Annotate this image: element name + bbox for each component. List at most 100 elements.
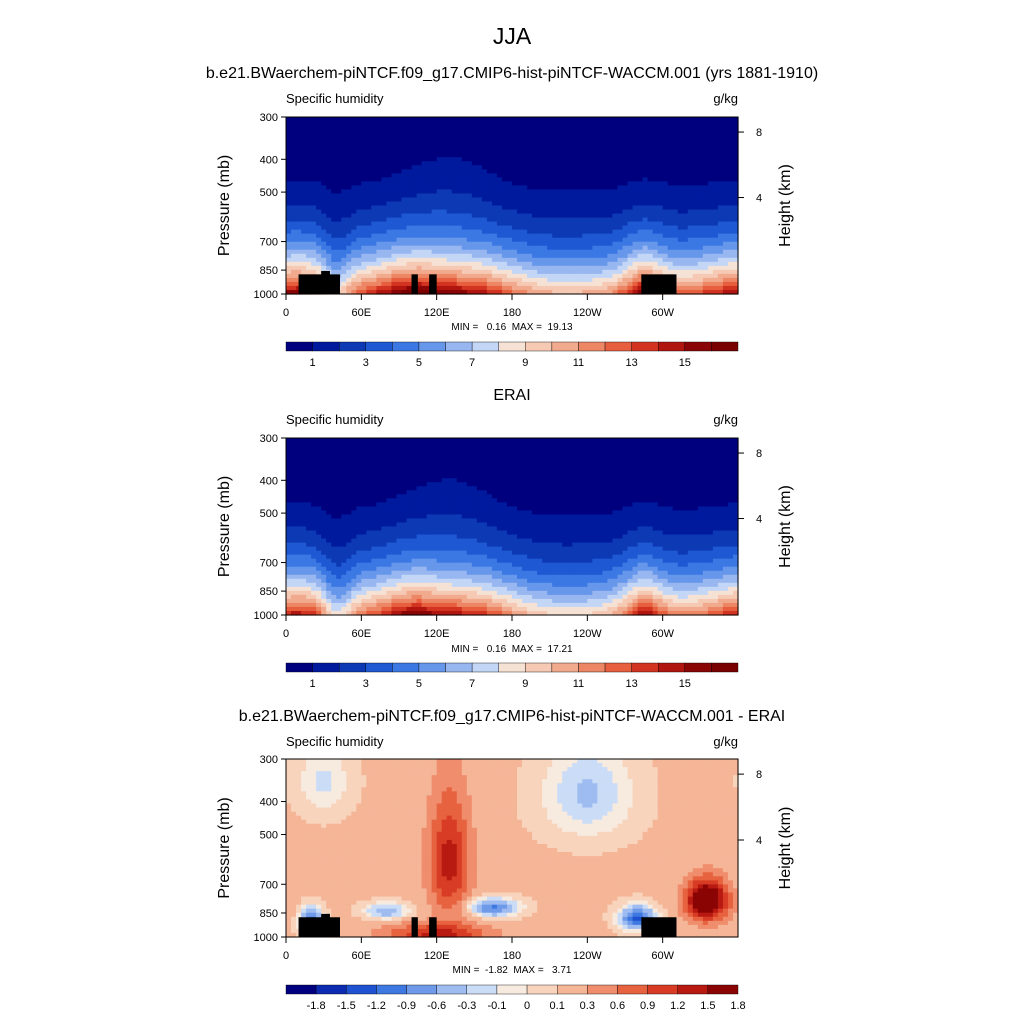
- field-cell: [406, 141, 413, 146]
- field-cell: [622, 145, 629, 150]
- field-cell: [662, 221, 669, 227]
- field-cell: [547, 225, 553, 231]
- field-cell: [542, 157, 548, 162]
- field-cell: [522, 245, 528, 251]
- field-cell: [366, 454, 372, 459]
- field-cell: [491, 438, 498, 443]
- field-cell: [416, 253, 423, 259]
- field-cell: [642, 249, 649, 255]
- field-cell: [632, 241, 639, 247]
- field-cell: [471, 458, 478, 463]
- field-cell: [707, 289, 714, 295]
- field-cell: [471, 269, 478, 275]
- field-cell: [622, 265, 629, 271]
- field-cell: [391, 237, 398, 243]
- field-cell: [572, 281, 578, 287]
- field-cell: [506, 454, 513, 459]
- field-cell: [712, 450, 719, 455]
- field-cell: [401, 237, 408, 243]
- field-cell: [456, 285, 463, 291]
- field-cell: [481, 289, 488, 295]
- field-cell: [712, 169, 719, 174]
- field-cell: [321, 241, 327, 247]
- field-cell: [687, 462, 694, 467]
- field-cell: [557, 125, 563, 130]
- field-cell: [512, 157, 518, 162]
- field-cell: [642, 169, 649, 174]
- field-cell: [376, 285, 383, 291]
- field-cell: [612, 153, 619, 158]
- field-cell: [522, 209, 528, 215]
- field-cell: [456, 193, 463, 199]
- field-cell: [672, 129, 679, 134]
- field-cell: [491, 237, 498, 243]
- colorbar-label: 5: [416, 357, 422, 369]
- field-cell: [331, 474, 337, 479]
- field-cell: [647, 265, 654, 271]
- field-cell: [366, 161, 372, 166]
- field-cell: [592, 169, 598, 174]
- field-cell: [702, 185, 709, 191]
- field-cell: [351, 225, 357, 231]
- field-cell: [732, 273, 739, 279]
- field-cell: [376, 169, 383, 174]
- field-cell: [722, 265, 729, 271]
- field-cell: [366, 249, 372, 255]
- field-cell: [476, 245, 483, 251]
- field-cell: [607, 458, 614, 463]
- field-cell: [632, 450, 639, 455]
- field-cell: [617, 277, 624, 283]
- field-cell: [667, 229, 674, 235]
- field-cell: [356, 229, 362, 235]
- field-cell: [697, 169, 704, 174]
- field-cell: [532, 221, 538, 227]
- field-cell: [461, 153, 468, 158]
- field-cell: [722, 117, 729, 122]
- field-cell: [461, 438, 468, 443]
- field-cell: [537, 257, 543, 263]
- field-cell: [512, 149, 518, 154]
- field-cell: [336, 442, 342, 447]
- field-cell: [702, 173, 709, 178]
- field-cell: [486, 470, 493, 475]
- field-cell: [622, 189, 629, 195]
- field-cell: [557, 229, 563, 235]
- field-cell: [426, 137, 433, 142]
- field-cell: [301, 265, 307, 271]
- field-cell: [366, 446, 372, 451]
- field-cell: [301, 169, 307, 174]
- field-cell: [496, 117, 503, 122]
- field-cell: [612, 217, 619, 223]
- field-cell: [336, 205, 342, 211]
- field-cell: [311, 454, 317, 459]
- field-cell: [732, 229, 739, 235]
- field-cell: [481, 253, 488, 259]
- field-cell: [351, 133, 357, 138]
- field-cell: [547, 141, 553, 146]
- field-cell: [391, 181, 398, 186]
- field-cell: [587, 269, 593, 275]
- field-cell: [622, 169, 629, 174]
- field-cell: [296, 141, 302, 146]
- field-cell: [361, 237, 367, 243]
- field-cell: [542, 466, 548, 471]
- field-cell: [501, 249, 508, 255]
- colorbar-label: 9: [522, 357, 528, 369]
- field-cell: [587, 117, 593, 122]
- field-cell: [371, 277, 377, 283]
- field-cell: [512, 269, 518, 275]
- field-cell: [652, 209, 659, 215]
- field-cell: [501, 273, 508, 279]
- field-cell: [306, 165, 312, 170]
- field-cell: [356, 217, 362, 223]
- field-cell: [471, 277, 478, 283]
- field-cell: [336, 209, 342, 215]
- field-cell: [296, 173, 302, 178]
- field-cell: [506, 117, 513, 122]
- field-cell: [331, 157, 337, 162]
- field-cell: [562, 125, 568, 130]
- field-cell: [552, 213, 558, 219]
- field-cell: [411, 133, 418, 138]
- field-cell: [607, 213, 614, 219]
- field-cell: [406, 229, 413, 235]
